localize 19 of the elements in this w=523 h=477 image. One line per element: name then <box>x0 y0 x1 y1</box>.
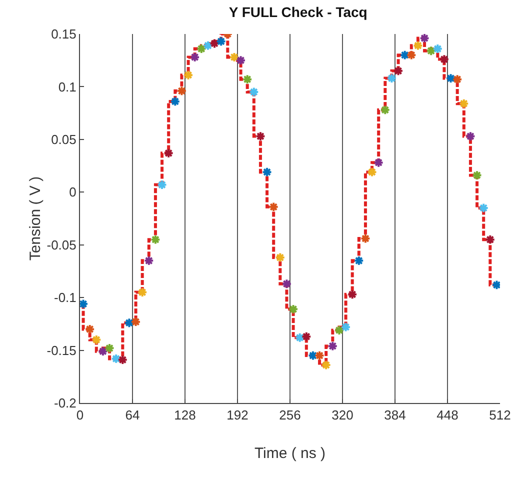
y-tick-label: 0.15 <box>51 26 76 42</box>
x-tick-label: 512 <box>489 408 511 423</box>
x-tick-label: 384 <box>384 408 406 423</box>
x-tick-label: 192 <box>226 408 248 423</box>
y-tick-label: -0.2 <box>54 396 76 411</box>
y-tick-label: -0.05 <box>46 237 76 252</box>
chart-title: Y FULL Check - Tacq <box>228 4 368 20</box>
x-axis-title: Time ( ns ) <box>254 445 326 462</box>
y-tick-label: 0 <box>69 184 76 200</box>
x-tick-label: 64 <box>125 408 140 423</box>
y-axis-title: Tension ( V ) <box>27 176 44 261</box>
y-tick-label: -0.15 <box>46 342 76 358</box>
x-tick-label: 320 <box>332 408 354 423</box>
y-tick-label: -0.1 <box>54 290 76 306</box>
x-tick-label: 128 <box>174 408 196 423</box>
x-tick-label: 256 <box>279 408 301 423</box>
y-tick-label: 0.05 <box>51 132 76 147</box>
x-tick-label: 448 <box>436 408 458 423</box>
y-tick-label: 0.1 <box>58 79 76 94</box>
